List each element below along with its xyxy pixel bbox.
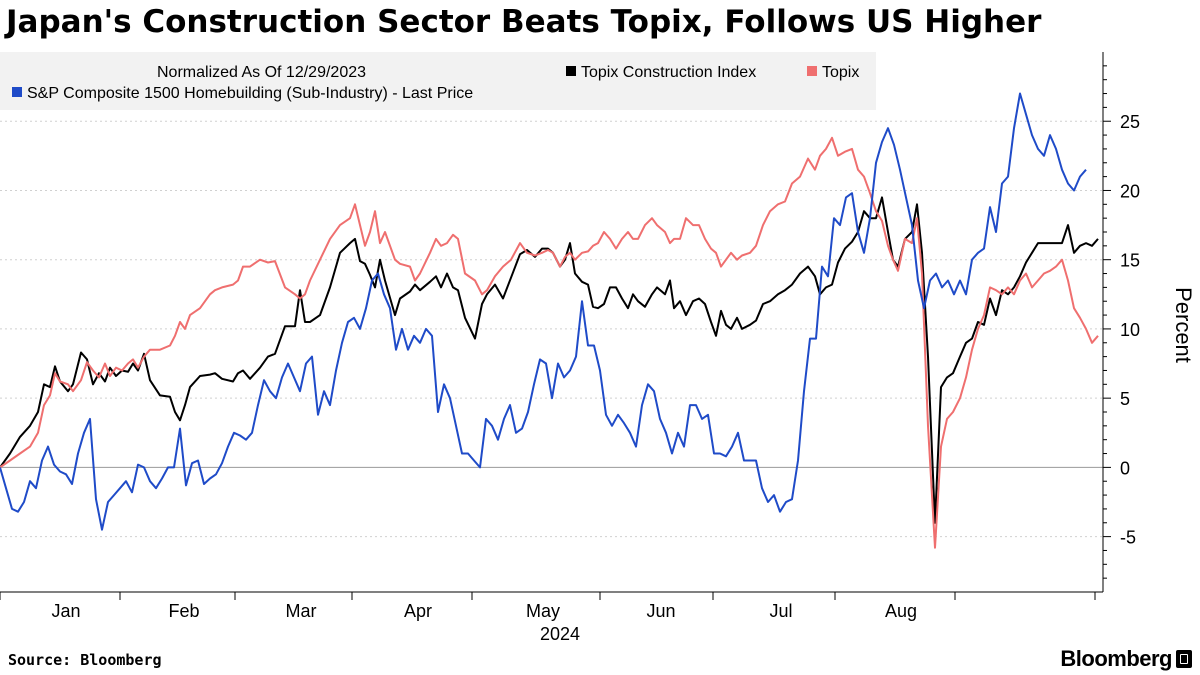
x-tick-label-apr: Apr (404, 601, 432, 621)
y-tick-label: 0 (1120, 458, 1130, 478)
series-line-homebuilding (0, 92, 1087, 531)
x-tick-label-jun: Jun (646, 601, 675, 621)
chart-title: Japan's Construction Sector Beats Topix,… (6, 4, 1042, 40)
bloomberg-logo: Bloomberg (1060, 646, 1192, 672)
y-tick-label: 25 (1120, 112, 1140, 132)
x-tick-label-feb: Feb (168, 601, 199, 621)
y-axis-label: Percent (1171, 287, 1196, 363)
legend-background (0, 52, 876, 110)
legend-header: Normalized As Of 12/29/2023 (157, 64, 366, 81)
series-line-construction (0, 196, 1099, 524)
bloomberg-terminal-icon (1176, 650, 1192, 668)
series-lines (0, 92, 1099, 549)
y-tick-label: 5 (1120, 389, 1130, 409)
legend-label-topix: Topix (822, 64, 859, 81)
legend-swatch-homebuilding (12, 87, 22, 97)
legend-swatch-topix (807, 66, 817, 76)
x-tick-label-may: May (526, 601, 560, 621)
brand-text: Bloomberg (1060, 646, 1172, 671)
legend-label-homebuilding: S&P Composite 1500 Homebuilding (Sub-Ind… (27, 85, 473, 102)
x-axis-year-label: 2024 (540, 624, 580, 644)
x-tick-label-jul: Jul (769, 601, 792, 621)
legend-label-construction: Topix Construction Index (581, 64, 756, 81)
axes: -5 0 5 10 15 20 25 Jan Feb Mar Apr May Jun Jul Aug (0, 52, 1140, 621)
y-tick-label: -5 (1120, 528, 1136, 548)
x-tick-label-jan: Jan (51, 601, 80, 621)
series-line-topix (0, 136, 1099, 549)
y-tick-label: 15 (1120, 251, 1140, 271)
legend-swatch-construction (566, 66, 576, 76)
source-note: Source: Bloomberg (8, 651, 162, 669)
y-tick-label: 20 (1120, 181, 1140, 201)
x-tick-label-aug: Aug (885, 601, 917, 621)
x-tick-label-mar: Mar (286, 601, 317, 621)
y-tick-label: 10 (1120, 320, 1140, 340)
